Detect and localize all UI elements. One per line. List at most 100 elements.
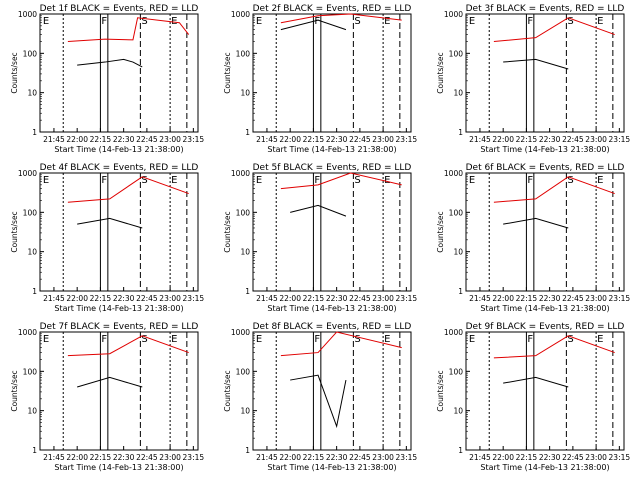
x-tick-label: 23:00 — [585, 135, 607, 144]
events-series-line — [77, 376, 143, 388]
x-tick-label: 22:30 — [539, 294, 561, 303]
y-tick-label: 1 — [32, 446, 37, 455]
y-tick-label: 1000 — [18, 169, 37, 178]
y-tick-label: 100 — [236, 208, 251, 217]
x-tick-label: 22:45 — [136, 294, 158, 303]
y-axis-label: Counts/sec — [436, 52, 445, 93]
phase-marker-label: E — [384, 175, 390, 186]
x-tick-label: 22:00 — [66, 453, 88, 462]
y-tick-label: 1000 — [18, 10, 37, 19]
plot-frame — [465, 13, 625, 133]
detector-plot-1: Det 1f BLACK = Events, RED = LLD 1 10 100 10… — [10, 4, 204, 154]
y-tick-label: 100 — [449, 49, 464, 58]
y-tick-label: 10 — [453, 248, 463, 257]
x-tick-label: 22:00 — [279, 294, 301, 303]
phase-marker-label: F — [527, 334, 533, 345]
detector-plot-6: Det 6f BLACK = Events, RED = LLD 1 10 100 10… — [436, 163, 630, 313]
plot-frame — [465, 172, 625, 292]
y-tick-label: 100 — [23, 367, 38, 376]
x-tick-label: 23:15 — [396, 135, 418, 144]
events-series-line — [280, 19, 347, 31]
detector-plot-4: Det 4f BLACK = Events, RED = LLD 1 10 100 10… — [10, 163, 204, 313]
phase-marker-label: S — [567, 16, 573, 27]
phase-marker-label: E — [43, 175, 49, 186]
phase-marker-label: E — [256, 16, 262, 27]
x-tick-label: 22:15 — [516, 294, 538, 303]
x-tick-label: 22:30 — [539, 453, 561, 462]
plot-title: Det 1f BLACK = Events, RED = LLD — [40, 4, 199, 14]
phase-marker-label: E — [43, 16, 49, 27]
y-tick-label: 100 — [449, 208, 464, 217]
plot-title: Det 4f BLACK = Events, RED = LLD — [40, 163, 199, 173]
x-tick-label: 22:15 — [516, 135, 538, 144]
phase-marker-label: F — [101, 175, 107, 186]
phase-marker-label: E — [171, 16, 177, 27]
y-tick-label: 100 — [449, 367, 464, 376]
x-tick-label: 22:15 — [303, 135, 325, 144]
x-tick-label: 21:45 — [469, 135, 491, 144]
x-axis-label: Start Time (14-Feb-13 21:38:00) — [267, 304, 396, 313]
plot-title: Det 2f BLACK = Events, RED = LLD — [253, 4, 412, 14]
y-tick-label: 1 — [32, 287, 37, 296]
x-tick-label: 21:45 — [256, 294, 278, 303]
x-tick-label: 23:00 — [159, 135, 181, 144]
y-tick-label: 100 — [236, 49, 251, 58]
phase-marker-label: S — [141, 175, 147, 186]
phase-marker-label: S — [141, 16, 147, 27]
detector-plot-5: Det 5f BLACK = Events, RED = LLD 1 10 100 10… — [223, 163, 417, 313]
events-series-line — [77, 217, 143, 229]
detector-plot-3: Det 3f BLACK = Events, RED = LLD 1 10 100 10… — [436, 4, 630, 154]
x-tick-label: 23:15 — [609, 135, 631, 144]
y-tick-label: 100 — [23, 49, 38, 58]
x-tick-label: 23:00 — [159, 453, 181, 462]
x-tick-label: 22:30 — [326, 453, 348, 462]
lld-series-line — [493, 17, 615, 42]
x-axis-label: Start Time (14-Feb-13 21:38:00) — [54, 304, 183, 313]
detector-plot-7: Det 7f BLACK = Events, RED = LLD 1 10 100 10… — [10, 322, 204, 472]
y-tick-label: 10 — [453, 407, 463, 416]
x-tick-label: 22:45 — [562, 453, 584, 462]
plot-title: Det 8f BLACK = Events, RED = LLD — [253, 322, 412, 332]
y-tick-label: 1000 — [444, 328, 463, 337]
phase-marker-label: F — [527, 175, 533, 186]
y-tick-label: 1000 — [231, 328, 250, 337]
detector-plot-8: Det 8f BLACK = Events, RED = LLD 1 10 100 10… — [223, 322, 417, 472]
plot-frame — [39, 172, 199, 292]
y-tick-label: 1000 — [231, 169, 250, 178]
phase-marker-label: F — [314, 334, 320, 345]
x-tick-label: 22:30 — [113, 453, 135, 462]
x-axis-label: Start Time (14-Feb-13 21:38:00) — [480, 304, 609, 313]
plot-title: Det 6f BLACK = Events, RED = LLD — [466, 163, 625, 173]
x-tick-label: 22:30 — [113, 294, 135, 303]
y-axis-label: Counts/sec — [223, 370, 232, 411]
phase-marker-label: E — [43, 334, 49, 345]
phase-marker-label: E — [469, 175, 475, 186]
y-tick-label: 1 — [245, 128, 250, 137]
plot-title: Det 5f BLACK = Events, RED = LLD — [253, 163, 412, 173]
x-tick-label: 23:00 — [372, 453, 394, 462]
x-tick-label: 21:45 — [43, 294, 65, 303]
phase-marker-label: E — [384, 16, 390, 27]
y-tick-label: 100 — [23, 208, 38, 217]
x-tick-label: 22:00 — [279, 135, 301, 144]
x-tick-label: 22:45 — [562, 294, 584, 303]
phase-marker-label: S — [567, 175, 573, 186]
x-tick-label: 23:15 — [183, 453, 205, 462]
x-tick-label: 22:00 — [492, 294, 514, 303]
y-tick-label: 1000 — [18, 328, 37, 337]
phase-marker-label: E — [597, 175, 603, 186]
lld-series-line — [67, 176, 189, 203]
y-tick-label: 1 — [245, 446, 250, 455]
x-tick-label: 21:45 — [43, 135, 65, 144]
events-series-line — [503, 217, 569, 229]
lld-series-line — [493, 335, 615, 359]
phase-marker-label: F — [527, 16, 533, 27]
plot-frame — [39, 13, 199, 133]
y-tick-label: 10 — [240, 407, 250, 416]
x-tick-label: 22:00 — [492, 453, 514, 462]
x-tick-label: 23:00 — [585, 294, 607, 303]
phase-marker-label: S — [354, 16, 360, 27]
events-series-line — [77, 58, 143, 68]
x-tick-label: 23:00 — [372, 135, 394, 144]
plot-title: Det 9f BLACK = Events, RED = LLD — [466, 322, 625, 332]
